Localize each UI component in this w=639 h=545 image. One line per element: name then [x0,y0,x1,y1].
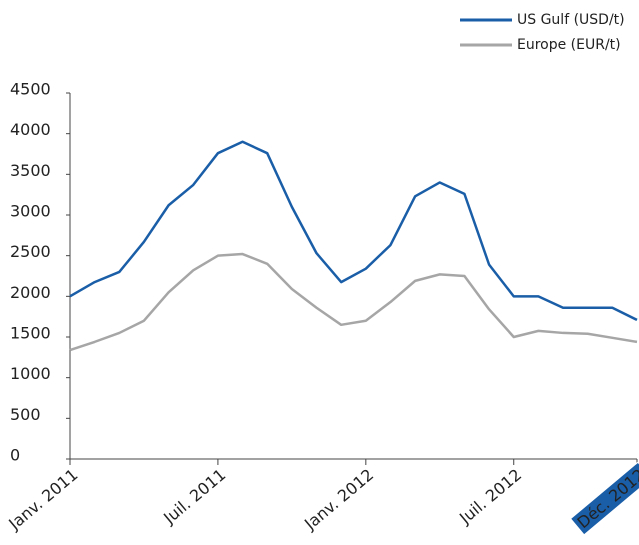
y-tick-label: 500 [10,405,41,424]
y-tick-label: 3000 [10,202,51,221]
x-tick-group: Janv. 2011 [4,465,81,534]
x-tick-label: Juil. 2012 [455,465,525,528]
y-tick-label: 2500 [10,242,51,261]
x-tick-label: Janv. 2012 [300,465,377,534]
x-tick-label: Déc. 2012 [574,465,639,532]
x-tick-group: Déc. 2012 [569,461,639,536]
y-tick-label: 0 [10,446,20,465]
highlight-badge [569,461,639,536]
y-tick-label: 4000 [10,120,51,139]
legend-label: US Gulf (USD/t) [517,12,625,28]
y-tick-label: 4500 [10,80,51,99]
x-tick-label: Juil. 2011 [159,465,229,528]
legend: US Gulf (USD/t) Europe (EUR/t) [460,12,625,53]
x-tick-group: Janv. 2012 [300,465,377,534]
x-tick-group: Juil. 2012 [455,465,525,528]
y-tick-label: 1000 [10,364,51,383]
y-tick-label: 3500 [10,161,51,180]
series-line [69,252,638,352]
x-tick-label: Janv. 2011 [4,465,81,534]
x-tick-group: Juil. 2011 [159,465,229,528]
y-tick-label: 1500 [10,324,51,343]
legend-label: Europe (EUR/t) [517,37,621,53]
series-line [69,140,638,322]
y-tick-label: 2000 [10,283,51,302]
